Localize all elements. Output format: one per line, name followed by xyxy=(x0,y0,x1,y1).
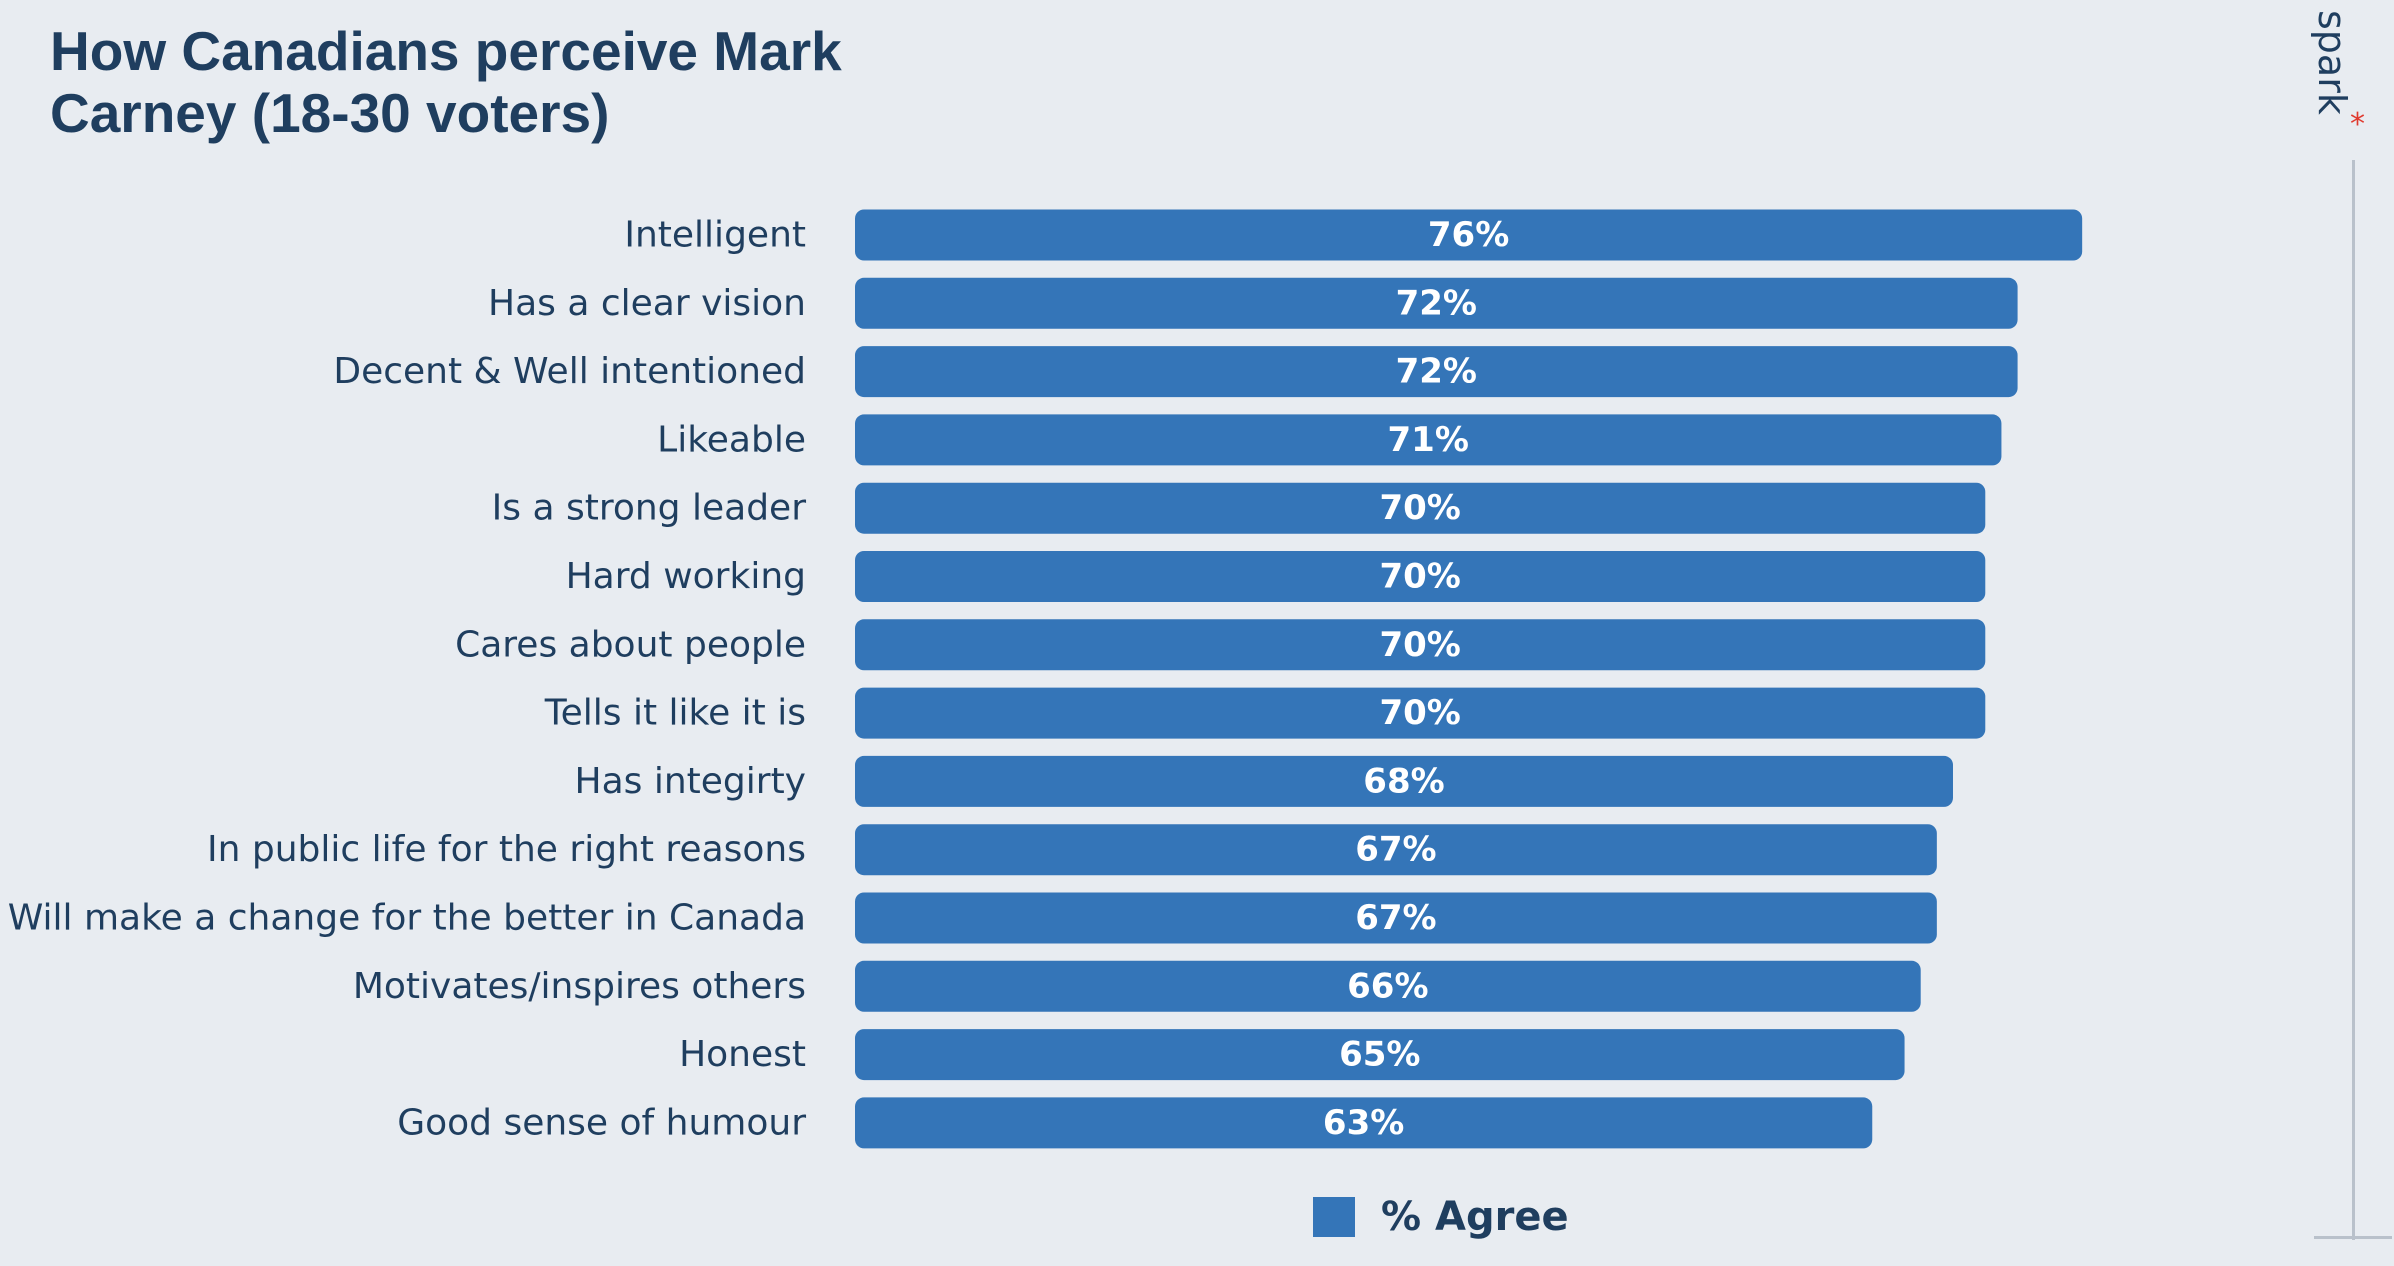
bar xyxy=(855,1029,1905,1081)
bar xyxy=(855,960,1921,1012)
bar xyxy=(855,892,1937,944)
chart-title: How Canadians perceive Mark Carney (18-3… xyxy=(50,20,842,144)
category-label: Intelligent xyxy=(624,215,806,256)
value-label: 63% xyxy=(1323,1103,1404,1143)
bar xyxy=(855,755,1953,807)
value-label: 67% xyxy=(1355,898,1436,938)
bar xyxy=(855,1097,1873,1149)
legend-label: % Agree xyxy=(1381,1194,1569,1240)
value-label: 70% xyxy=(1379,625,1460,665)
category-label: Is a strong leader xyxy=(492,488,807,529)
value-label: 70% xyxy=(1379,693,1460,733)
value-label: 76% xyxy=(1428,215,1509,255)
side-divider xyxy=(2352,160,2355,1240)
category-label: Likeable xyxy=(657,419,806,460)
category-label: Motivates/inspires others xyxy=(353,966,806,1007)
brand-logo: spark * xyxy=(2300,10,2380,140)
bar xyxy=(855,209,2083,261)
value-label: 68% xyxy=(1363,761,1444,801)
bar xyxy=(855,482,1986,534)
brand-wordmark: spark xyxy=(2310,10,2354,115)
bar xyxy=(855,277,2018,329)
legend-swatch xyxy=(1313,1197,1355,1237)
value-label: 70% xyxy=(1379,488,1460,528)
bar xyxy=(855,824,1937,876)
category-label: Tells it like it is xyxy=(544,693,806,734)
value-label: 66% xyxy=(1347,966,1428,1006)
category-label: Good sense of humour xyxy=(397,1102,806,1143)
category-label: In public life for the right reasons xyxy=(207,829,806,870)
category-label: Cares about people xyxy=(455,624,806,665)
category-label: Hard working xyxy=(566,556,806,597)
bar xyxy=(855,687,1986,739)
bar xyxy=(855,551,1986,602)
bar xyxy=(855,414,2002,466)
value-label: 72% xyxy=(1396,283,1477,323)
side-divider-foot xyxy=(2314,1236,2392,1239)
category-label: Decent & Well intentioned xyxy=(333,351,806,392)
value-label: 67% xyxy=(1355,830,1436,870)
bars-group: Intelligent 76% Has a clear vision 72% Decen… xyxy=(8,209,2083,1149)
category-label: Honest xyxy=(679,1034,806,1075)
category-label: Has integirty xyxy=(575,761,807,802)
brand-star-icon: * xyxy=(2350,107,2365,142)
value-label: 72% xyxy=(1396,352,1477,392)
value-label: 65% xyxy=(1339,1035,1420,1075)
category-label: Has a clear vision xyxy=(488,283,806,324)
bar xyxy=(855,346,2018,398)
bar xyxy=(855,619,1986,671)
chart-legend: % Agree xyxy=(1313,1194,1569,1240)
value-label: 71% xyxy=(1388,420,1469,460)
value-label: 70% xyxy=(1379,557,1460,597)
category-label: Will make a change for the better in Can… xyxy=(8,898,806,939)
